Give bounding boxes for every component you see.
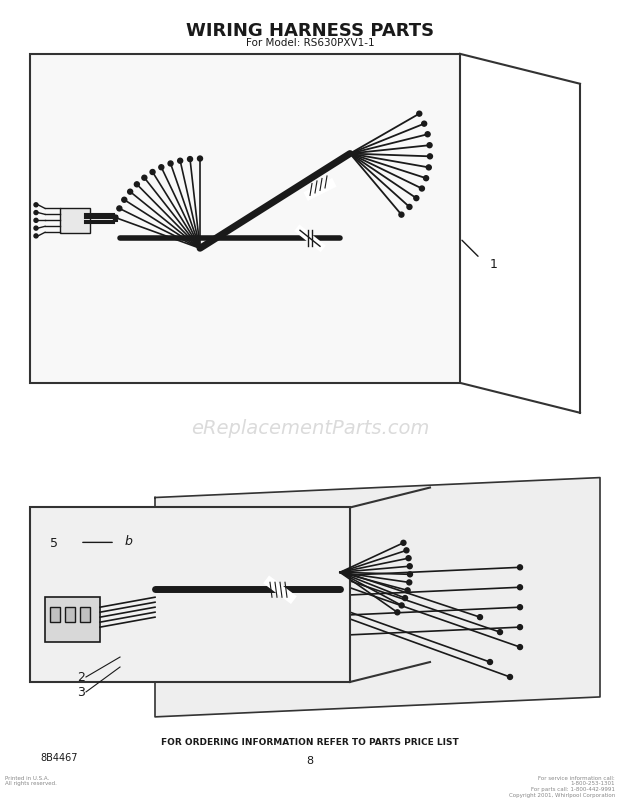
Circle shape xyxy=(518,645,523,650)
Circle shape xyxy=(427,144,432,149)
Circle shape xyxy=(406,556,411,561)
Bar xyxy=(80,607,90,622)
Circle shape xyxy=(518,565,523,570)
Text: For service information call:
1-800-253-1301
For parts call: 1-800-442-9991
Copy: For service information call: 1-800-253-… xyxy=(509,775,615,797)
Circle shape xyxy=(122,198,126,203)
Text: 8B4467: 8B4467 xyxy=(40,752,78,762)
Circle shape xyxy=(427,155,433,160)
Circle shape xyxy=(405,588,410,593)
Text: WIRING HARNESS PARTS: WIRING HARNESS PARTS xyxy=(186,22,434,40)
Circle shape xyxy=(399,213,404,218)
Text: 8: 8 xyxy=(306,755,314,764)
Text: For Model: RS630PXV1-1: For Model: RS630PXV1-1 xyxy=(246,38,374,48)
Circle shape xyxy=(477,615,482,620)
Circle shape xyxy=(168,161,173,167)
Circle shape xyxy=(142,176,147,181)
Circle shape xyxy=(487,660,492,665)
Circle shape xyxy=(497,630,502,635)
Circle shape xyxy=(419,187,425,192)
Circle shape xyxy=(399,603,404,608)
Text: Printed in U.S.A.
All rights reserved.: Printed in U.S.A. All rights reserved. xyxy=(5,775,57,785)
Circle shape xyxy=(407,572,412,577)
Circle shape xyxy=(198,157,203,162)
Circle shape xyxy=(402,596,407,601)
Circle shape xyxy=(417,112,422,117)
Circle shape xyxy=(414,197,419,202)
FancyBboxPatch shape xyxy=(30,55,460,383)
Polygon shape xyxy=(155,478,600,717)
Bar xyxy=(65,607,75,622)
Circle shape xyxy=(407,581,412,585)
Circle shape xyxy=(34,211,38,215)
Circle shape xyxy=(159,165,164,170)
Circle shape xyxy=(34,219,38,223)
Circle shape xyxy=(404,548,409,553)
Circle shape xyxy=(34,226,38,230)
Circle shape xyxy=(150,170,155,175)
Circle shape xyxy=(407,564,412,569)
Bar xyxy=(50,607,60,622)
Circle shape xyxy=(508,675,513,679)
Circle shape xyxy=(427,165,432,171)
Circle shape xyxy=(518,625,523,630)
Text: 5: 5 xyxy=(50,536,58,549)
FancyBboxPatch shape xyxy=(30,507,350,682)
Circle shape xyxy=(178,159,183,164)
Bar xyxy=(60,209,90,234)
Circle shape xyxy=(407,205,412,210)
Circle shape xyxy=(187,157,193,162)
Text: eReplacementParts.com: eReplacementParts.com xyxy=(191,418,429,438)
Circle shape xyxy=(128,190,133,195)
Text: 1: 1 xyxy=(490,258,498,271)
Bar xyxy=(45,597,100,642)
Text: b: b xyxy=(125,534,133,547)
Circle shape xyxy=(422,122,427,127)
Circle shape xyxy=(425,132,430,137)
Circle shape xyxy=(518,605,523,610)
Circle shape xyxy=(401,540,406,545)
Circle shape xyxy=(113,216,118,221)
Circle shape xyxy=(395,610,400,615)
Circle shape xyxy=(117,206,122,212)
Text: 3: 3 xyxy=(77,686,85,699)
Circle shape xyxy=(518,585,523,590)
Text: FOR ORDERING INFORMATION REFER TO PARTS PRICE LIST: FOR ORDERING INFORMATION REFER TO PARTS … xyxy=(161,737,459,746)
Circle shape xyxy=(135,182,140,188)
Text: 2: 2 xyxy=(77,671,85,683)
Circle shape xyxy=(34,234,38,238)
Circle shape xyxy=(34,203,38,207)
Circle shape xyxy=(423,177,428,181)
